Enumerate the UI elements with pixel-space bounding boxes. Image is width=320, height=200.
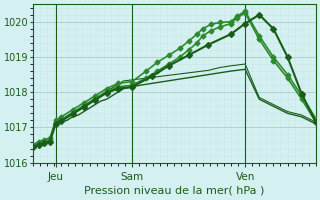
X-axis label: Pression niveau de la mer( hPa ): Pression niveau de la mer( hPa ) — [84, 186, 265, 196]
